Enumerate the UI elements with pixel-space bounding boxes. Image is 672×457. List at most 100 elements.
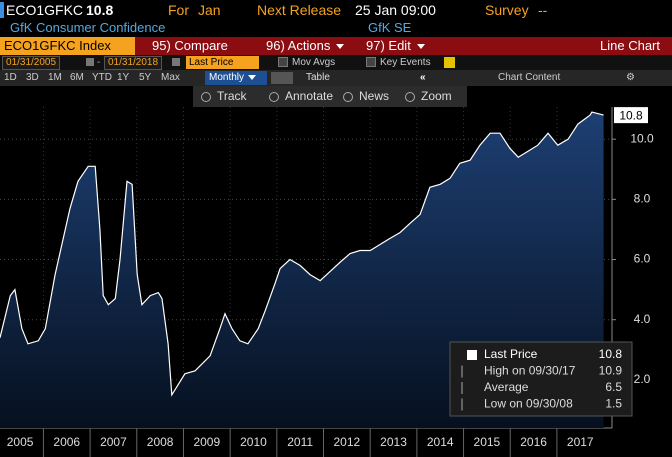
security-name: GfK Consumer Confidence — [10, 20, 166, 35]
legend-label: Average — [484, 380, 529, 394]
period-label: For — [168, 2, 189, 18]
x-tick-label: 2017 — [567, 435, 594, 449]
tool-group: Track Annotate News Zoom — [193, 86, 467, 107]
table-button[interactable]: Table — [306, 72, 330, 83]
release: 25 Jan 09:00 — [355, 2, 436, 18]
y-tick-label: 6.0 — [634, 252, 651, 266]
tool-button[interactable]: Zoom — [405, 86, 452, 107]
chart-icon[interactable] — [271, 72, 293, 84]
period-bar: 1D 3D 1M 6M YTD 1Y 5Y Max Monthly Table « Chart… — [0, 70, 672, 86]
tool-icon — [343, 91, 353, 102]
last-value: 10.8 — [86, 2, 114, 18]
tool-button[interactable]: News — [343, 86, 389, 107]
tool-bar: Track Annotate News Zoom — [0, 86, 672, 107]
marker — [0, 2, 4, 18]
dropdown-arrow — [416, 44, 425, 50]
period-button[interactable]: 3D — [26, 72, 39, 83]
legend-label: Last Price — [484, 347, 538, 361]
ticker: ECO1GFKC — [6, 2, 84, 18]
settings-icon[interactable]: ⚙ — [626, 72, 635, 83]
legend-value: 1.5 — [605, 397, 622, 411]
view-name: Line Chart — [600, 38, 660, 53]
period-button[interactable]: 1M — [48, 72, 62, 83]
source: GfK SE — [368, 20, 412, 35]
checkbox — [366, 57, 376, 68]
period-button[interactable]: Max — [161, 72, 180, 83]
legend-value: 10.9 — [599, 364, 623, 378]
x-tick-label: 2006 — [53, 435, 80, 449]
x-tick-label: 2014 — [427, 435, 454, 449]
chart-content[interactable]: Chart Content — [498, 72, 561, 83]
period-button[interactable]: 5Y — [139, 72, 152, 83]
last-value-label: 10.8 — [619, 108, 643, 122]
survey-label: Survey — [485, 2, 529, 18]
calendar-icon[interactable] — [172, 58, 180, 66]
x-tick-label: 2010 — [240, 435, 267, 449]
menu-text: 97) Edit — [366, 38, 411, 53]
tool-text: Zoom — [421, 89, 452, 103]
x-tick-label: 2007 — [100, 435, 127, 449]
period-button[interactable]: 1D — [4, 72, 17, 83]
x-tick-label: 2015 — [474, 435, 501, 449]
x-tick-label: 2008 — [147, 435, 174, 449]
y-tick-label: 10.0 — [630, 131, 654, 145]
tool-icon — [201, 91, 211, 102]
option[interactable]: Key Events — [366, 55, 431, 70]
option[interactable]: Mov Avgs — [278, 55, 335, 70]
info-icon[interactable] — [444, 57, 455, 68]
tool-icon — [269, 91, 279, 102]
legend-label: Low on 09/30/08 — [484, 397, 573, 411]
y-tick-label: 8.0 — [634, 192, 651, 206]
checkbox — [278, 57, 288, 68]
option-text: Key Events — [380, 57, 431, 68]
chart: 2.0 4.0 6.0 8.0 10.0 2005 2006 2007 2008 2009 2010… — [0, 107, 672, 457]
security-field[interactable]: ECO1GFKC Index — [0, 37, 135, 55]
x-tick-label: 2016 — [520, 435, 547, 449]
tool-button[interactable]: Track — [201, 86, 247, 107]
legend-value: 10.8 — [599, 347, 623, 361]
tool-text: News — [359, 89, 390, 103]
x-tick-label: 2009 — [193, 435, 220, 449]
tool-button[interactable]: Annotate — [269, 86, 333, 107]
menu-bar: ECO1GFKC Index 95) Compare 96) Actions 9… — [0, 37, 672, 55]
x-tick-label: 2005 — [7, 435, 34, 449]
period-button[interactable]: YTD — [92, 72, 112, 83]
legend-value: 6.5 — [605, 380, 622, 394]
frequency[interactable]: Monthly — [205, 71, 267, 85]
title-bar: ECO1GFKC 10.8 For Jan Next Release 25 Ja… — [0, 0, 672, 20]
period: Jan — [198, 2, 221, 18]
period-button[interactable]: 1Y — [117, 72, 130, 83]
menu-item[interactable]: 95) Compare — [152, 38, 228, 53]
menu-item[interactable]: 96) Actions — [266, 37, 345, 55]
tool-text: Track — [217, 89, 247, 103]
period-button[interactable]: 6M — [70, 72, 84, 83]
dash: - — [97, 57, 101, 68]
legend-swatch — [467, 350, 477, 360]
menu-item[interactable]: 97) Edit — [366, 37, 425, 55]
dropdown-arrow — [336, 44, 345, 50]
tool-text: Annotate — [285, 89, 334, 103]
end-date[interactable]: 01/31/2018 — [104, 56, 163, 70]
option-text: Mov Avgs — [292, 57, 336, 68]
frequency-text: Monthly — [209, 72, 245, 83]
last-value-box — [614, 107, 648, 124]
start-date[interactable]: 01/31/2005 — [2, 56, 61, 70]
x-tick-label: 2011 — [287, 435, 313, 449]
x-tick-label: 2013 — [380, 435, 407, 449]
field-select[interactable]: Last Price — [186, 56, 259, 69]
calendar-icon[interactable] — [86, 58, 94, 66]
y-tick-label: 4.0 — [634, 312, 651, 326]
survey: -- — [538, 2, 548, 18]
tool-icon — [405, 91, 415, 102]
line — [0, 111, 604, 397]
x-tick-label: 2012 — [333, 435, 360, 449]
name-bar: GfK Consumer Confidence GfK SE — [0, 20, 672, 36]
menu-text: 96) Actions — [266, 38, 331, 53]
legend-label: High on 09/30/17 — [484, 364, 576, 378]
dropdown-arrow — [248, 74, 257, 80]
collapse-button[interactable]: « — [420, 72, 426, 83]
y-tick-label: 2.0 — [634, 372, 651, 386]
legend-box — [449, 341, 633, 417]
release-label: Next Release — [257, 2, 342, 18]
